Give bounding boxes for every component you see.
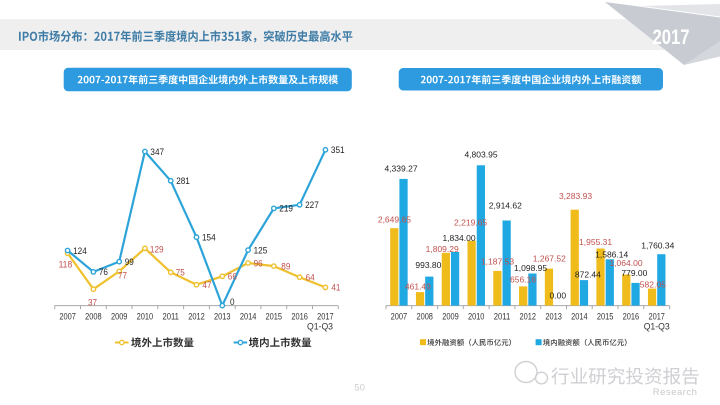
svg-text:Research: Research: [653, 387, 698, 398]
svg-text:154: 154: [202, 233, 216, 244]
svg-text:1,064.00: 1,064.00: [609, 258, 642, 268]
svg-text:2015: 2015: [597, 311, 614, 321]
svg-text:41: 41: [331, 283, 340, 294]
svg-text:0: 0: [230, 297, 235, 308]
svg-text:2010: 2010: [137, 311, 154, 321]
svg-text:2017: 2017: [653, 25, 690, 49]
svg-text:1,834.00: 1,834.00: [442, 233, 475, 243]
svg-text:1,586.14: 1,586.14: [595, 249, 628, 259]
svg-text:1,267.52: 1,267.52: [533, 253, 566, 263]
svg-text:4,803.95: 4,803.95: [464, 150, 497, 160]
svg-text:2016: 2016: [291, 311, 308, 321]
svg-text:96: 96: [254, 258, 263, 269]
svg-text:129: 129: [150, 244, 164, 255]
svg-text:89: 89: [281, 261, 290, 272]
svg-text:2008: 2008: [85, 311, 102, 321]
svg-text:1,760.34: 1,760.34: [641, 240, 674, 250]
svg-text:2012: 2012: [188, 311, 205, 321]
svg-text:3,283.93: 3,283.93: [559, 191, 592, 201]
svg-text:2009: 2009: [442, 311, 459, 321]
svg-text:1,955.31: 1,955.31: [579, 237, 612, 247]
svg-text:75: 75: [176, 268, 185, 279]
svg-text:124: 124: [73, 246, 87, 257]
svg-text:2007: 2007: [59, 311, 76, 321]
svg-text:37: 37: [88, 297, 97, 308]
svg-text:2,219.65: 2,219.65: [454, 218, 487, 228]
svg-text:2011: 2011: [494, 311, 511, 321]
svg-text:347: 347: [150, 147, 164, 158]
svg-text:351: 351: [331, 145, 345, 156]
svg-text:2016: 2016: [623, 311, 640, 321]
svg-text:582.05: 582.05: [640, 279, 666, 289]
svg-text:Q1-Q3: Q1-Q3: [644, 322, 670, 332]
svg-text:2014: 2014: [240, 311, 257, 321]
svg-text:779.00: 779.00: [621, 268, 647, 278]
svg-text:2,914.62: 2,914.62: [489, 201, 522, 211]
svg-text:125: 125: [254, 245, 268, 256]
svg-text:2009: 2009: [111, 311, 128, 321]
svg-text:4,339.27: 4,339.27: [384, 164, 417, 174]
svg-text:1,187.53: 1,187.53: [481, 257, 514, 267]
svg-text:2014: 2014: [571, 311, 588, 321]
svg-text:Q1-Q3: Q1-Q3: [307, 322, 333, 332]
svg-text:993.80: 993.80: [415, 260, 441, 270]
svg-text:0.00: 0.00: [550, 290, 567, 300]
svg-text:2013: 2013: [214, 311, 231, 321]
svg-text:219: 219: [279, 204, 293, 215]
svg-text:2007: 2007: [391, 311, 408, 321]
svg-text:461.49: 461.49: [405, 282, 431, 292]
svg-text:118: 118: [59, 260, 73, 271]
svg-text:76: 76: [99, 267, 108, 278]
svg-text:656.16: 656.16: [510, 274, 536, 284]
svg-text:2008: 2008: [416, 311, 433, 321]
svg-text:1,809.29: 1,809.29: [426, 244, 459, 254]
svg-text:227: 227: [305, 200, 319, 211]
svg-text:66: 66: [228, 272, 237, 283]
svg-text:872.44: 872.44: [575, 270, 601, 280]
svg-text:2012: 2012: [520, 311, 537, 321]
svg-text:2010: 2010: [468, 311, 485, 321]
svg-text:2017: 2017: [317, 311, 334, 321]
svg-text:2013: 2013: [545, 311, 562, 321]
svg-text:2017: 2017: [648, 311, 665, 321]
svg-text:64: 64: [306, 273, 315, 284]
svg-text:47: 47: [203, 280, 212, 291]
svg-text:77: 77: [118, 271, 127, 282]
svg-text:1,098.95: 1,098.95: [514, 263, 547, 273]
svg-text:50: 50: [354, 382, 365, 393]
svg-text:99: 99: [125, 257, 134, 268]
svg-text:281: 281: [176, 176, 190, 187]
svg-text:2015: 2015: [266, 311, 283, 321]
svg-text:2,649.65: 2,649.65: [378, 215, 411, 225]
svg-text:2011: 2011: [162, 311, 179, 321]
